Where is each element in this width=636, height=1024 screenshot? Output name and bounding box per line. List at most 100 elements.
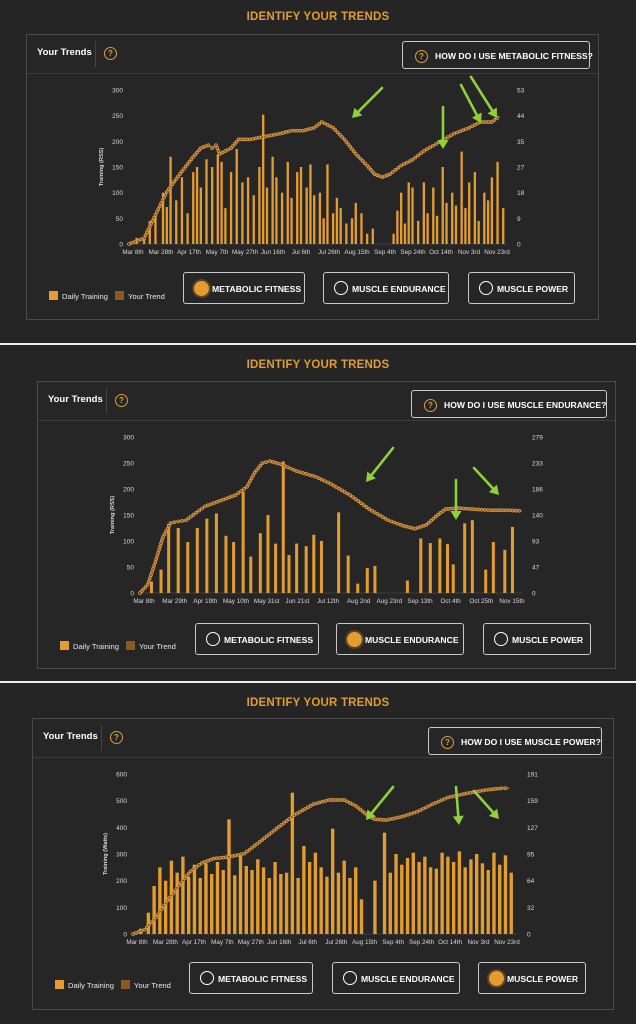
x-tick-label: Apr 19th (193, 598, 217, 605)
daily-training-bar (337, 512, 341, 593)
mode-muscle-endurance[interactable]: MUSCLE ENDURANCE (323, 272, 449, 304)
y2-tick-label: 95 (527, 852, 535, 859)
trend-marker (360, 809, 365, 814)
daily-training-bar (195, 528, 199, 593)
trend-marker (143, 233, 148, 238)
daily-training-bar (354, 867, 358, 934)
mode-muscle-endurance[interactable]: MUSCLE ENDURANCE (332, 962, 460, 994)
help-endurance-button[interactable]: ? HOW DO I USE MUSCLE ENDURANCE? (411, 390, 607, 418)
x-tick-label: Sep 4th (382, 939, 404, 946)
panel-endurance: IDENTIFY YOUR TRENDS Your Trends ? ? HOW… (0, 345, 636, 680)
trend-marker (282, 821, 286, 825)
legend-swatch-daily (49, 291, 58, 300)
trend-marker (191, 512, 196, 517)
trend-marker (503, 786, 508, 791)
green-arrow-head (488, 808, 499, 819)
y-tick-label: 150 (112, 165, 123, 172)
y-tick-label: 100 (123, 539, 134, 546)
header-divider (101, 725, 102, 751)
trend-marker (288, 466, 293, 471)
x-tick-label: Jul 26th (325, 939, 348, 946)
question-circle-icon[interactable]: ? (110, 731, 123, 744)
trend-marker (310, 473, 315, 478)
trend-marker (255, 841, 260, 846)
y2-tick-label: 35 (517, 139, 525, 146)
trend-marker (342, 137, 347, 142)
daily-training-bar (305, 187, 308, 244)
trend-marker (184, 874, 189, 878)
trend-marker (147, 576, 152, 581)
mode-muscle-power[interactable]: MUSCLE POWER (478, 962, 586, 994)
daily-training-bar (417, 220, 420, 244)
trend-marker (197, 148, 201, 153)
daily-training-bar (365, 233, 369, 244)
daily-training-bar (392, 233, 395, 244)
trend-marker (151, 917, 156, 922)
trend-marker (223, 149, 228, 153)
trend-marker (166, 187, 171, 192)
help-power-button[interactable]: ? HOW DO I USE MUSCLE POWER? (428, 727, 602, 755)
mode-muscle-power[interactable]: MUSCLE POWER (483, 623, 591, 655)
trend-marker (359, 501, 363, 505)
trend-marker (399, 163, 404, 168)
legend-swatch-daily (60, 641, 69, 650)
mode-metabolic-fitness[interactable]: METABOLIC FITNESS (189, 962, 313, 994)
help-metabolic-button[interactable]: ? HOW DO I USE METABOLIC FITNESS? (402, 41, 593, 69)
trend-marker (282, 463, 287, 468)
daily-training-bar (307, 862, 312, 934)
card-title: Your Trends (43, 731, 98, 742)
trend-marker (319, 477, 324, 482)
trend-marker (264, 460, 268, 465)
trend-marker (272, 828, 276, 833)
mode-muscle-power[interactable]: MUSCLE POWER (468, 272, 575, 304)
daily-training-bar (331, 213, 335, 244)
mode-muscle-endurance[interactable]: MUSCLE ENDURANCE (336, 623, 464, 655)
daily-training-bar (312, 534, 316, 593)
trend-marker (367, 165, 371, 170)
y-tick-label: 50 (127, 565, 135, 572)
question-circle-icon[interactable]: ? (104, 47, 117, 60)
trend-marker (162, 195, 166, 200)
green-arrow-icon (357, 86, 384, 113)
y-axis-label: Training (RSS) (110, 496, 116, 535)
x-tick-label: Jul 6th (292, 249, 311, 256)
trend-marker (180, 519, 184, 523)
trend-marker (130, 240, 134, 245)
trend-marker (232, 141, 237, 146)
x-tick-label: Aug 2nd (347, 598, 371, 605)
radio-selected-icon (347, 632, 362, 647)
radio-circle-icon (343, 971, 357, 985)
daily-training-bar (475, 854, 479, 934)
daily-training-bar (319, 541, 323, 593)
trend-marker (438, 511, 443, 515)
trend-marker (429, 518, 433, 523)
legend-swatch-daily (55, 980, 64, 989)
daily-training-bar (256, 859, 260, 934)
x-tick-label: Jun 16th (267, 939, 292, 946)
trend-marker (393, 168, 398, 172)
mode-metabolic-fitness[interactable]: METABOLIC FITNESS (183, 272, 305, 304)
y2-tick-label: 191 (527, 772, 538, 779)
daily-training-bar (457, 851, 462, 934)
mode-label: MUSCLE ENDURANCE (352, 284, 446, 294)
daily-training-bar (214, 513, 218, 593)
question-circle-icon[interactable]: ? (115, 394, 128, 407)
trend-marker (149, 221, 154, 226)
mode-metabolic-fitness[interactable]: METABOLIC FITNESS (195, 623, 319, 655)
green-arrow-icon (472, 466, 495, 490)
daily-training-bar (446, 544, 450, 593)
green-arrow-head (488, 484, 499, 495)
daily-training-bar (159, 569, 163, 593)
daily-training-bar (365, 568, 369, 593)
radio-circle-icon (494, 632, 508, 646)
section-title: IDENTIFY YOUR TRENDS (246, 11, 390, 23)
daily-training-bar (411, 187, 414, 244)
trend-marker (177, 883, 181, 888)
trend-marker (236, 491, 241, 495)
trend-marker (306, 805, 310, 810)
trend-marker (279, 822, 284, 827)
radio-selected-icon (194, 281, 209, 296)
daily-training-bar (271, 156, 274, 244)
y2-tick-label: 186 (532, 487, 543, 494)
trend-marker (499, 786, 504, 791)
